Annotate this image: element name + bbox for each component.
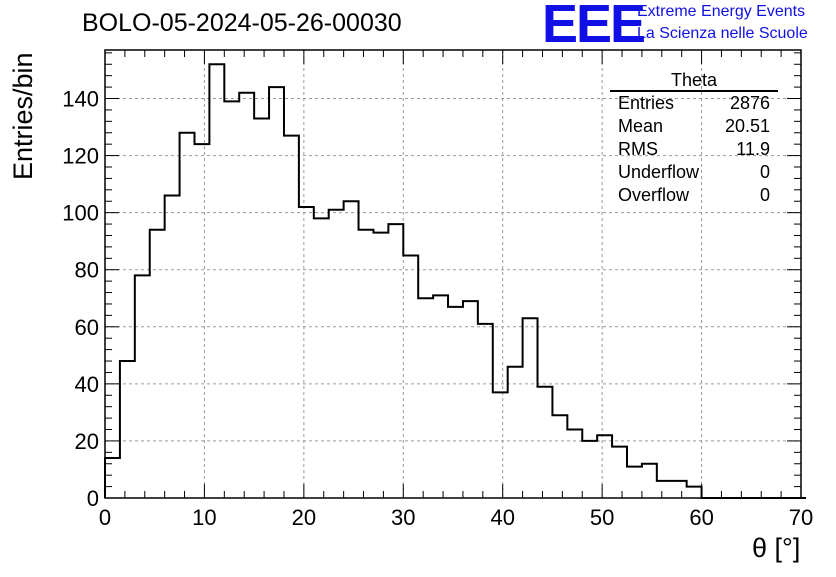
histogram-bin xyxy=(672,481,687,498)
x-tick-label: 40 xyxy=(490,505,514,530)
stats-label: Mean xyxy=(618,116,664,136)
histogram-bin xyxy=(478,324,493,498)
histogram-bin xyxy=(403,255,418,498)
histogram-bin xyxy=(299,207,314,498)
histogram-bin xyxy=(120,361,135,498)
x-tick-label: 20 xyxy=(292,505,316,530)
histogram-bin xyxy=(642,464,657,498)
stats-value: 11.9 xyxy=(736,139,770,159)
histogram-bin xyxy=(284,136,299,498)
y-tick-label: 40 xyxy=(75,372,99,397)
x-tick-label: 0 xyxy=(99,505,111,530)
histogram-bin xyxy=(612,447,627,498)
y-tick-label: 100 xyxy=(62,201,99,226)
histogram-bin xyxy=(180,133,195,498)
histogram-bin xyxy=(344,201,359,498)
logo-caption-line2: La Scienza nelle Scuole xyxy=(637,25,808,42)
x-axis-label: θ [°] xyxy=(752,533,801,563)
histogram-bin xyxy=(194,144,209,498)
histogram-bin xyxy=(135,275,150,498)
histogram-bin xyxy=(224,101,239,498)
histogram-bin xyxy=(508,367,523,498)
histogram-bin xyxy=(523,318,538,498)
stats-value: 0 xyxy=(759,185,770,205)
histogram-bin xyxy=(627,467,642,498)
stats-label: Overflow xyxy=(618,185,690,205)
histogram-bin xyxy=(567,430,582,498)
y-tick-label: 140 xyxy=(62,87,99,112)
stats-value: 0 xyxy=(759,162,770,182)
stats-row-overflow: Overflow 0 xyxy=(610,184,778,207)
y-tick-label: 0 xyxy=(87,486,99,511)
stats-row-entries: Entries 2876 xyxy=(610,92,778,115)
histogram-bin xyxy=(687,487,702,498)
stats-value: 20.51 xyxy=(724,116,770,136)
logo-caption-line1: Extreme Energy Events xyxy=(637,3,806,20)
eee-logo: EEE xyxy=(542,0,646,54)
histogram-bin xyxy=(150,230,165,498)
y-axis-label: Entries/bin xyxy=(8,52,38,180)
histogram-bin xyxy=(597,435,612,498)
stats-title: Theta xyxy=(610,70,778,92)
y-tick-label: 80 xyxy=(75,258,99,283)
x-tick-label: 70 xyxy=(789,505,813,530)
histogram-bin xyxy=(314,218,329,498)
histogram-bin xyxy=(582,441,597,498)
run-title: BOLO-05-2024-05-26-00030 xyxy=(82,9,402,37)
stats-row-mean: Mean 20.51 xyxy=(610,115,778,138)
histogram-bin xyxy=(463,301,478,498)
y-tick-label: 20 xyxy=(75,429,99,454)
stats-row-underflow: Underflow 0 xyxy=(610,161,778,184)
histogram-bin xyxy=(373,233,388,498)
stats-label: RMS xyxy=(618,139,658,159)
histogram-bin xyxy=(269,87,284,498)
histogram-bin xyxy=(493,392,508,498)
histogram-bin xyxy=(433,295,448,498)
histogram-bin xyxy=(165,196,180,498)
plot-frame xyxy=(104,49,802,499)
histogram-bin xyxy=(209,64,224,498)
x-tick-label: 60 xyxy=(689,505,713,530)
y-tick-label: 120 xyxy=(62,144,99,169)
histogram-outline xyxy=(104,63,806,499)
stats-label: Underflow xyxy=(618,162,700,182)
x-tick-label: 50 xyxy=(590,505,614,530)
stats-box: Theta Entries 2876 Mean 20.51 RMS 11.9 U… xyxy=(610,70,778,207)
histogram-bin xyxy=(359,230,374,498)
y-tick-label: 60 xyxy=(75,315,99,340)
stats-label: Entries xyxy=(618,93,675,113)
histogram-bin xyxy=(329,210,344,498)
histogram-bin xyxy=(657,481,672,498)
histogram-bin xyxy=(448,307,463,498)
stats-value: 2876 xyxy=(729,93,770,113)
histogram-bin xyxy=(239,93,254,498)
histogram-bin xyxy=(552,415,567,498)
stats-row-rms: RMS 11.9 xyxy=(610,138,778,161)
histogram-bin xyxy=(388,224,403,498)
histogram-bin xyxy=(418,298,433,498)
x-tick-label: 30 xyxy=(391,505,415,530)
histogram-bin xyxy=(538,387,553,498)
histogram-bin xyxy=(254,118,269,498)
x-tick-label: 10 xyxy=(192,505,216,530)
